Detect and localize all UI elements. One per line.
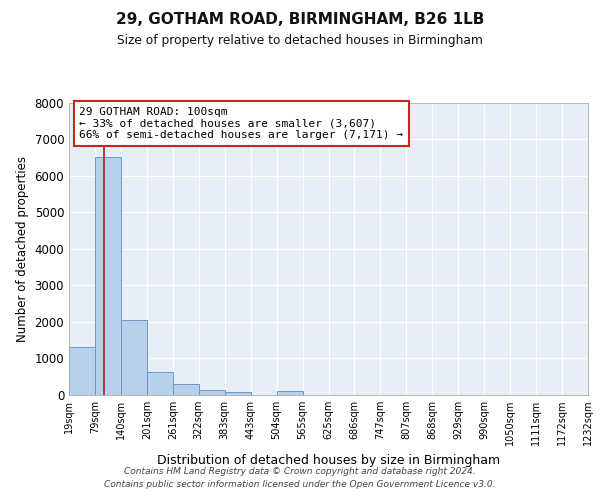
Text: 29, GOTHAM ROAD, BIRMINGHAM, B26 1LB: 29, GOTHAM ROAD, BIRMINGHAM, B26 1LB xyxy=(116,12,484,28)
Bar xyxy=(225,392,251,395)
Text: 29 GOTHAM ROAD: 100sqm
← 33% of detached houses are smaller (3,607)
66% of semi-: 29 GOTHAM ROAD: 100sqm ← 33% of detached… xyxy=(79,107,403,140)
Text: Contains public sector information licensed under the Open Government Licence v3: Contains public sector information licen… xyxy=(104,480,496,489)
Text: Size of property relative to detached houses in Birmingham: Size of property relative to detached ho… xyxy=(117,34,483,47)
Bar xyxy=(199,390,224,395)
Bar xyxy=(121,320,147,395)
Bar xyxy=(95,158,121,395)
Text: Contains HM Land Registry data © Crown copyright and database right 2024.: Contains HM Land Registry data © Crown c… xyxy=(124,467,476,476)
Bar xyxy=(147,372,173,395)
Bar xyxy=(277,392,302,395)
Bar xyxy=(173,384,199,395)
Bar xyxy=(69,348,95,395)
X-axis label: Distribution of detached houses by size in Birmingham: Distribution of detached houses by size … xyxy=(157,454,500,466)
Y-axis label: Number of detached properties: Number of detached properties xyxy=(16,156,29,342)
